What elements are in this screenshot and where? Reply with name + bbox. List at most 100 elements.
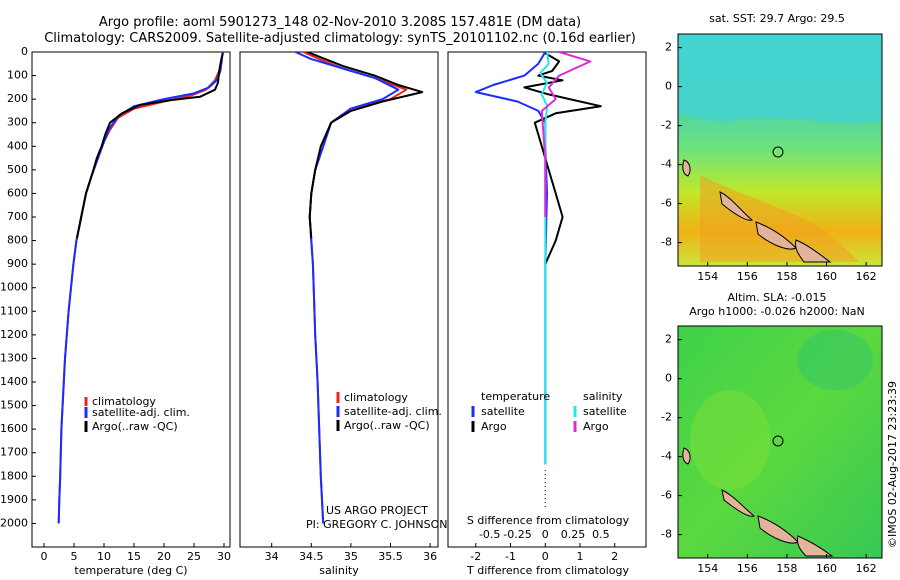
depth-tick-label: 2000 xyxy=(0,516,28,529)
depth-tick-label: 800 xyxy=(7,234,28,247)
sla-argo-location xyxy=(772,435,784,447)
sst-argo-location xyxy=(772,146,784,158)
lon-tick-label: 156 xyxy=(737,562,758,575)
lat-tick-label: -8 xyxy=(661,236,672,249)
sst-warm-region xyxy=(700,175,860,262)
figure-title-line2: Climatology: CARS2009. Satellite-adjuste… xyxy=(44,31,636,46)
sst-map-panel: sat. SST: 29.7 Argo: 29.5 154 156 158 160 16… xyxy=(661,12,883,283)
x-tick-label: 35 xyxy=(344,550,358,563)
lat-tick-label: 0 xyxy=(665,80,672,93)
x-tick-label: 34.5 xyxy=(299,550,324,563)
series-s-argo xyxy=(540,52,592,217)
difference-panel: -2 -1 0 1 2 -0.5 -0.25 0 0.25 0.5 S difference fr… xyxy=(447,51,647,577)
legend-t-argo: Argo xyxy=(481,420,507,433)
imos-watermark: ©IMOS 02-Aug-2017 23:23:39 xyxy=(886,381,899,548)
legend-climatology: climatology xyxy=(344,391,408,404)
depth-tick-label: 200 xyxy=(7,92,28,105)
depth-tick-label: 1400 xyxy=(0,375,28,388)
salinity-xlabel: salinity xyxy=(319,564,359,577)
depth-tick-label: 1900 xyxy=(0,493,28,506)
s-difference-xlabel: S difference from climatology xyxy=(467,514,630,527)
sst-map-title: sat. SST: 29.7 Argo: 29.5 xyxy=(709,12,845,25)
t-difference-xlabel: T difference from climatology xyxy=(466,564,629,577)
depth-tick-label: 100 xyxy=(7,69,28,82)
x-tick-label: 15 xyxy=(127,550,141,563)
lon-tick-label: 154 xyxy=(697,270,718,283)
sst-lat-ticks: 2 0 -2 -4 -6 -8 xyxy=(661,41,682,249)
lon-tick-label: 158 xyxy=(776,562,797,575)
series-argo-raw-qc- xyxy=(76,52,224,239)
legend-climatology: climatology xyxy=(92,395,156,408)
lon-tick-label: 160 xyxy=(816,270,837,283)
s-tick-label: 0.25 xyxy=(561,528,586,541)
sla-low-region xyxy=(797,330,873,390)
lon-tick-label: 162 xyxy=(856,270,877,283)
lat-tick-label: -4 xyxy=(661,158,672,171)
sst-cool-region xyxy=(678,34,882,124)
series-satellite-adj-clim- xyxy=(294,52,400,524)
sla-map-frame xyxy=(677,325,883,559)
depth-tick-labels: 0 100 200 300 400 500 600 700 800 900 1000 1100 1200… xyxy=(0,45,36,529)
difference-lines xyxy=(474,52,602,465)
sst-island-4 xyxy=(682,159,691,177)
depth-tick-label: 1100 xyxy=(0,304,28,317)
s-tick-label: 0 xyxy=(542,528,549,541)
x-tick-label: 2 xyxy=(611,550,618,563)
sla-lat-ticks: 2 0 -2 -4 -6 -8 xyxy=(661,333,682,541)
x-tick-label: 10 xyxy=(97,550,111,563)
lat-tick-label: -2 xyxy=(661,411,672,424)
sla-map-title2: Argo h1000: -0.026 h2000: NaN xyxy=(689,305,865,318)
series-satellite-adj-clim- xyxy=(57,52,224,524)
temperature-tick-labels: 0 5 10 15 20 25 30 xyxy=(41,543,231,563)
depth-tick-label: 700 xyxy=(7,210,28,223)
depth-tick-label: 500 xyxy=(7,163,28,176)
lat-tick-label: -2 xyxy=(661,119,672,132)
legend-satellite: satellite-adj. clim. xyxy=(344,405,442,418)
sla-high-region xyxy=(690,390,770,490)
salinity-tick-labels: 34 34.5 35 35.5 36 xyxy=(265,543,437,563)
lat-tick-label: -6 xyxy=(661,489,672,502)
lat-tick-label: -8 xyxy=(661,528,672,541)
difference-tick-labels: -2 -1 0 1 2 -0.5 -0.25 0 0.25 0.5 xyxy=(470,470,618,563)
temperature-axes-box xyxy=(31,51,231,548)
x-tick-label: -1 xyxy=(505,550,516,563)
sla-island-3 xyxy=(797,535,834,557)
x-tick-label: -2 xyxy=(470,550,481,563)
lon-tick-label: 158 xyxy=(776,270,797,283)
lon-tick-label: 160 xyxy=(816,562,837,575)
lon-tick-label: 156 xyxy=(737,270,758,283)
temperature-panel: 0100200300400500600700800900100011001200… xyxy=(0,45,231,577)
x-tick-label: 36 xyxy=(423,550,437,563)
depth-tick-label: 1000 xyxy=(0,281,28,294)
legend-satellite: satellite-adj. clim. xyxy=(92,406,190,419)
salinity-axes-box xyxy=(239,51,439,548)
x-tick-label: 5 xyxy=(71,550,78,563)
legend-salinity-title: salinity xyxy=(583,390,623,403)
sst-lon-ticks: 154 156 158 160 162 xyxy=(697,262,877,283)
series-argo-raw-qc- xyxy=(306,52,424,239)
sla-lon-ticks: 154 156 158 160 162 xyxy=(697,554,877,575)
difference-axes-box xyxy=(447,51,647,548)
sst-island-3 xyxy=(795,239,832,263)
legend-s-argo: Argo xyxy=(583,420,609,433)
pi-annotation: PI: GREGORY C. JOHNSON xyxy=(306,518,447,531)
lat-tick-label: 2 xyxy=(665,41,672,54)
sla-map-title1: Altim. SLA: -0.015 xyxy=(727,291,826,304)
series-climatology xyxy=(302,52,408,524)
x-tick-label: 0 xyxy=(41,550,48,563)
lat-tick-label: -6 xyxy=(661,197,672,210)
depth-tick-label: 1300 xyxy=(0,351,28,364)
temperature-legend: climatology satellite-adj. clim. Argo(..… xyxy=(84,395,190,433)
project-annotation: US ARGO PROJECT xyxy=(326,504,428,517)
depth-tick-label: 1500 xyxy=(0,399,28,412)
legend-argo: Argo(..raw -QC) xyxy=(92,420,178,433)
s-tick-label: -0.25 xyxy=(503,528,531,541)
figure-title-line1: Argo profile: aoml 5901273_148 02-Nov-20… xyxy=(99,15,581,30)
salinity-legend: climatology satellite-adj. clim. Argo(..… xyxy=(336,391,442,432)
x-tick-label: 34 xyxy=(265,550,279,563)
x-tick-label: 20 xyxy=(157,550,171,563)
x-tick-label: 0 xyxy=(542,550,549,563)
depth-tick-label: 1700 xyxy=(0,446,28,459)
legend-temperature-title: temperature xyxy=(481,390,550,403)
